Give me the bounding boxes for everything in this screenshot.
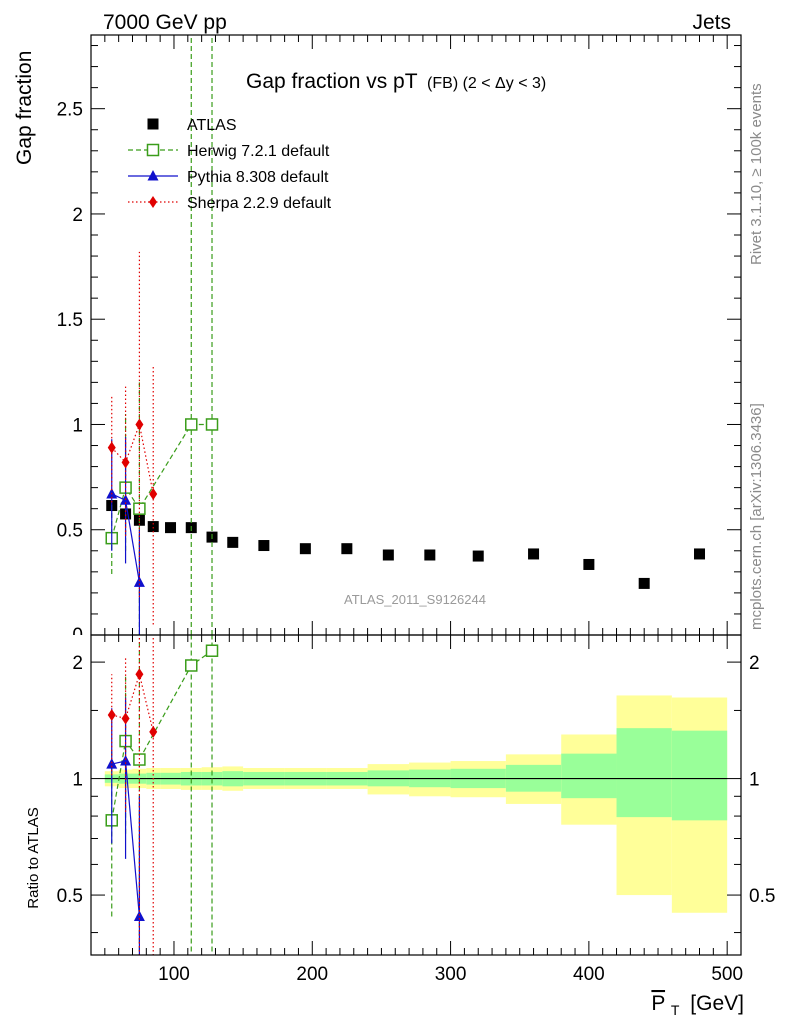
main-atlas-point-16 xyxy=(638,577,650,589)
ratio-sherpa-point-0 xyxy=(107,708,116,721)
main-panel: 0.5 1 1.5 2 2.5 0 Gap fraction Gap fraction v… xyxy=(13,34,742,646)
chart-title-main: Gap fraction vs pT xyxy=(246,70,418,93)
ratio-sherpa-point-2 xyxy=(135,668,144,681)
main-herwig-point-3 xyxy=(185,418,198,431)
main-ytick-label-0: 0.5 xyxy=(57,521,83,542)
ratio-ytick-label-right-1: 1 xyxy=(749,770,760,791)
legend-atlas-label: ATLAS xyxy=(187,117,237,134)
legend-sherpa-marker xyxy=(149,196,157,208)
main-atlas-point-8 xyxy=(258,540,270,552)
header-right: Jets xyxy=(692,11,731,34)
main-atlas-point-15 xyxy=(583,558,595,570)
legend-herwig-marker xyxy=(146,143,160,157)
ratio-ytick-label-right-2: 2 xyxy=(749,653,760,674)
main-herwig-line xyxy=(111,423,213,539)
main-atlas-point-7 xyxy=(227,536,239,548)
legend-atlas-marker xyxy=(147,118,159,130)
main-sherpa-point-1 xyxy=(121,456,130,469)
x-tick-label-3: 400 xyxy=(573,964,605,985)
main-atlas-point-14 xyxy=(528,548,540,560)
main-sherpa-point-0 xyxy=(107,441,116,454)
main-atlas-point-4 xyxy=(165,522,177,534)
legend-pythia-marker xyxy=(147,170,159,181)
x-axis-label: P T [GeV] xyxy=(651,992,744,1020)
ratio-ytick-label-1: 1 xyxy=(72,770,83,791)
ratio-sherpa-point-3 xyxy=(149,725,158,738)
ratio-frame xyxy=(90,634,742,956)
main-sherpa-point-3 xyxy=(149,487,158,500)
legend-pythia-label: Pythia 8.308 default xyxy=(187,169,329,186)
x-tick-label-1: 200 xyxy=(296,964,328,985)
ratio-herwig-point-3 xyxy=(185,659,198,672)
ratio-pythia-point-2 xyxy=(133,910,145,922)
main-ytick-label-2: 1.5 xyxy=(57,310,83,331)
ratio-herwig-line xyxy=(111,650,213,821)
x-tick-label-0: 100 xyxy=(158,964,190,985)
main-ytick-label-4: 2.5 xyxy=(57,100,83,121)
main-pythia-point-2 xyxy=(133,576,145,587)
chart-title: Gap fraction vs pT (FB) (2 < Δy < 3) xyxy=(246,70,546,93)
main-ytick-label-1: 1 xyxy=(72,415,83,436)
ratio-sherpa-point-1 xyxy=(121,712,130,725)
main-atlas-point-10 xyxy=(341,543,353,555)
rivet-label: Rivet 3.1.10, ≥ 100k events xyxy=(748,83,765,265)
x-axis-label-unit: [GeV] xyxy=(690,992,744,1015)
analysis-label: ATLAS_2011_S9126244 xyxy=(344,592,486,607)
ratio-pythia-point-1 xyxy=(120,755,132,766)
main-atlas-point-13 xyxy=(472,550,484,562)
ratio-band-stat-16 xyxy=(616,728,672,818)
mcplots-label: mcplots.cern.ch [arXiv:1306.3436] xyxy=(748,403,765,630)
main-herwig-point-4 xyxy=(205,418,219,431)
x-tick-label-2: 300 xyxy=(435,964,467,985)
main-atlas-point-3 xyxy=(147,521,159,533)
main-atlas-point-11 xyxy=(382,549,394,561)
x-axis-label-t: T xyxy=(671,1002,680,1018)
x-tick-label-4: 500 xyxy=(711,964,743,985)
ratio-pythia-point-0 xyxy=(106,758,118,769)
legend-sherpa-label: Sherpa 2.2.9 default xyxy=(187,195,332,212)
ratio-band-stat-17 xyxy=(671,730,728,821)
header-left: 7000 GeV pp xyxy=(103,11,227,34)
legend: ATLAS Herwig 7.2.1 default Pythia 8.308 de… xyxy=(128,117,332,212)
main-atlas-point-17 xyxy=(694,548,706,560)
ratio-sherpa-line xyxy=(111,672,154,733)
main-ytick-label-3: 2 xyxy=(72,205,83,226)
ratio-ylabel: Ratio to ATLAS xyxy=(25,807,42,908)
main-atlas-point-12 xyxy=(424,549,436,561)
ratio-ytick-label-0: 0.5 xyxy=(57,886,83,907)
ratio-band-stat-15 xyxy=(561,753,617,799)
ratio-ytick-label-right-0: 0.5 xyxy=(749,886,775,907)
ratio-panel: 0.5 0.5 1 1 2 2 100 200 300 400 500 Ratio to ATLAS… xyxy=(25,634,775,1020)
ratio-herwig-point-4 xyxy=(205,644,219,657)
main-sherpa-point-2 xyxy=(135,418,144,431)
main-ytick-label-zero: 0 xyxy=(72,625,83,646)
legend-herwig-label: Herwig 7.2.1 default xyxy=(187,143,330,160)
main-atlas-point-9 xyxy=(299,543,311,555)
chart-title-sub: (FB) (2 < Δy < 3) xyxy=(427,75,546,92)
ratio-ytick-label-2: 2 xyxy=(72,653,83,674)
x-axis-label-p: P xyxy=(651,992,665,1015)
main-sherpa-line xyxy=(111,422,154,495)
main-ylabel: Gap fraction xyxy=(13,51,36,165)
